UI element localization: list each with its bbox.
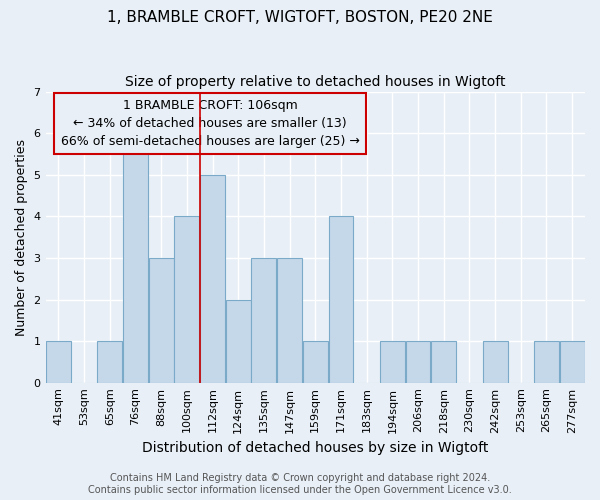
Bar [482, 341, 508, 382]
Bar [200, 174, 225, 382]
X-axis label: Distribution of detached houses by size in Wigtoft: Distribution of detached houses by size … [142, 441, 488, 455]
Bar [46, 341, 71, 382]
Text: 1, BRAMBLE CROFT, WIGTOFT, BOSTON, PE20 2NE: 1, BRAMBLE CROFT, WIGTOFT, BOSTON, PE20 … [107, 10, 493, 25]
Y-axis label: Number of detached properties: Number of detached properties [15, 138, 28, 336]
Bar [406, 341, 430, 382]
Bar [380, 341, 405, 382]
Bar [277, 258, 302, 382]
Title: Size of property relative to detached houses in Wigtoft: Size of property relative to detached ho… [125, 75, 506, 89]
Bar [226, 300, 251, 382]
Bar [251, 258, 277, 382]
Bar [149, 258, 173, 382]
Text: Contains HM Land Registry data © Crown copyright and database right 2024.
Contai: Contains HM Land Registry data © Crown c… [88, 474, 512, 495]
Text: 1 BRAMBLE CROFT: 106sqm
← 34% of detached houses are smaller (13)
66% of semi-de: 1 BRAMBLE CROFT: 106sqm ← 34% of detache… [61, 99, 359, 148]
Bar [303, 341, 328, 382]
Bar [329, 216, 353, 382]
Bar [560, 341, 584, 382]
Bar [123, 133, 148, 382]
Bar [175, 216, 199, 382]
Bar [97, 341, 122, 382]
Bar [431, 341, 456, 382]
Bar [534, 341, 559, 382]
